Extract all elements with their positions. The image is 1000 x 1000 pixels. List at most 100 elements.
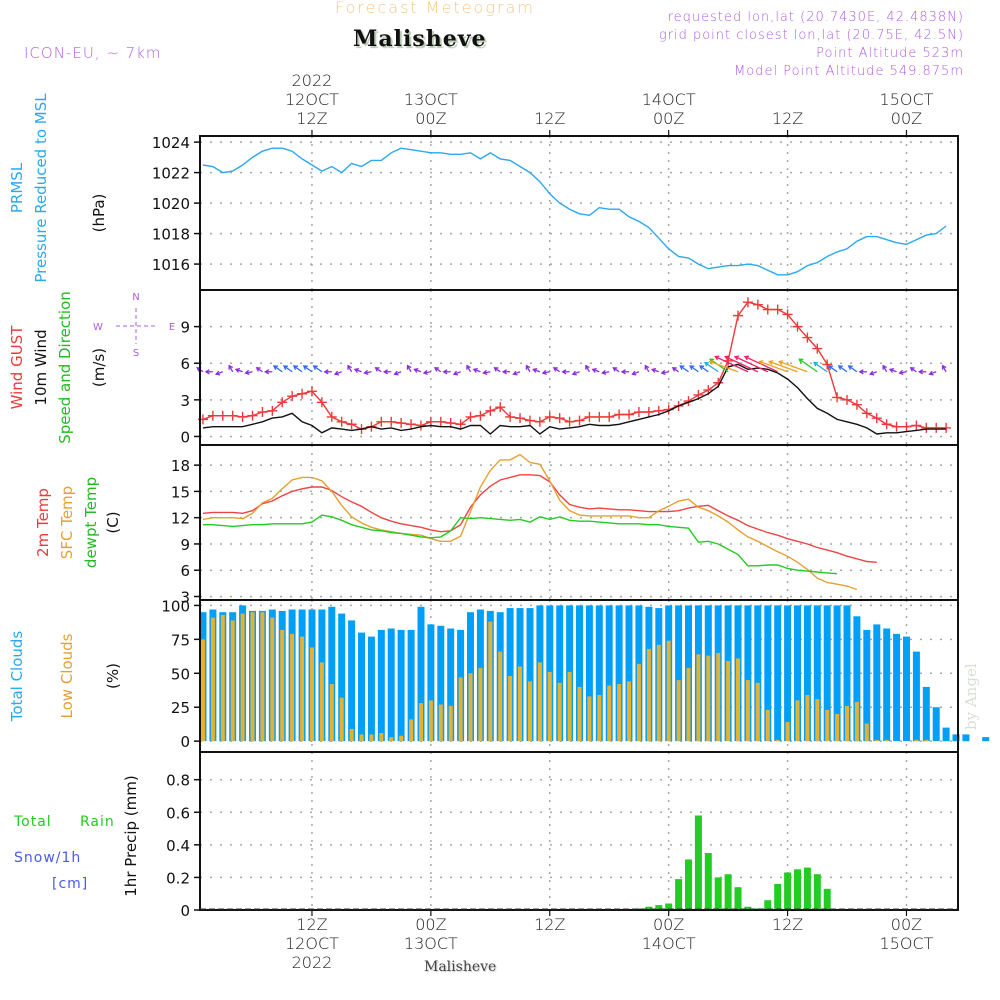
wind-arrow-head	[363, 369, 369, 376]
y-axis-label: (C)	[104, 511, 122, 533]
wind-arrow-head	[323, 369, 329, 375]
compass-s: S	[133, 348, 139, 359]
x-tick-label-top: 15OCT	[880, 90, 934, 109]
bar-total-clouds	[506, 608, 514, 742]
gust-marker	[752, 299, 763, 310]
bar-low-clouds	[210, 617, 215, 742]
compass-n: N	[132, 292, 139, 303]
gust-marker	[435, 416, 446, 427]
y-tick-label: 15	[171, 483, 190, 501]
wind-arrow-head	[601, 369, 607, 376]
bar-total-clouds	[447, 628, 455, 742]
bar-low-clouds	[557, 682, 562, 742]
gust-marker	[346, 419, 357, 430]
bar-low-clouds	[537, 662, 542, 742]
wind-arrow	[704, 362, 719, 373]
bar-total-clouds	[843, 605, 851, 742]
wind-arrow-head	[869, 370, 875, 376]
y-axis-label: Wind GUST	[8, 325, 26, 410]
wind-arrow-head	[651, 367, 657, 373]
bar-low-clouds	[924, 739, 929, 742]
bar-total-clouds	[873, 624, 881, 742]
y-tick-label: 6	[180, 562, 190, 580]
wind-arrow-head	[689, 365, 695, 370]
bar-low-clouds	[458, 677, 463, 742]
bar-total-clouds	[377, 629, 385, 742]
panel-frame	[199, 444, 959, 601]
gust-marker	[534, 416, 545, 427]
bar-total-clouds	[338, 613, 346, 742]
supertitle: Forecast Meteogram	[335, 0, 535, 17]
x-tick-label-bottom: 2022	[292, 953, 333, 972]
bar-low-clouds	[300, 636, 305, 742]
bar-low-clouds	[706, 655, 711, 742]
bar-low-clouds	[755, 682, 760, 742]
gust-marker	[207, 410, 218, 421]
wind-arrow-head	[302, 365, 308, 370]
wind-arrow-head	[353, 367, 360, 373]
bar-low-clouds	[854, 701, 859, 742]
gust-marker	[396, 418, 407, 429]
bar-total-rain	[665, 903, 673, 910]
bar-low-clouds	[419, 703, 423, 742]
bar-low-clouds	[528, 681, 532, 742]
wind-arrow-head	[382, 369, 389, 375]
y-tick-label: 100	[161, 597, 190, 615]
wind-arrow	[689, 365, 699, 373]
bar-low-clouds	[230, 620, 235, 742]
gust-marker	[544, 411, 555, 422]
y-axis-label: (%)	[104, 663, 122, 689]
wind-arrow-head	[778, 360, 784, 366]
bar-low-clouds	[874, 739, 879, 742]
gust-marker	[901, 421, 912, 432]
y-tick-label: 0	[180, 902, 190, 920]
gust-marker	[257, 407, 268, 418]
bar-total-clouds	[576, 605, 583, 742]
panel-wind: 0 3 6 9 N S W E Wind GUST 10m Wind Speed and Direc…	[8, 289, 959, 446]
bar-total-clouds	[605, 605, 613, 742]
panel-clouds: 0 25 50 75 100 Total Clouds Low Clouds (%)	[8, 597, 990, 753]
wind-arrow-head	[704, 361, 710, 367]
bar-total-rain	[645, 906, 653, 910]
y-tick-label: 50	[171, 665, 190, 683]
gust-marker	[762, 304, 773, 315]
y-axis-label: (m/s)	[90, 348, 108, 387]
gust-marker	[326, 411, 337, 422]
gust-marker	[643, 407, 654, 418]
bar-total-rain	[803, 867, 811, 910]
model-label: ICON-EU, ~ 7km	[24, 44, 162, 62]
bar-total-rain	[675, 879, 683, 910]
bar-low-clouds	[270, 617, 275, 742]
bar-total-clouds	[774, 605, 782, 742]
gust-marker	[584, 411, 595, 422]
wind-arrow-head	[898, 369, 904, 376]
y-tick-label: 18	[171, 457, 190, 475]
wind-arrow-head	[347, 364, 352, 370]
bar-low-clouds	[607, 685, 612, 742]
wind-arrow	[293, 365, 303, 373]
bar-total-clouds	[952, 734, 960, 742]
gust-marker	[564, 416, 575, 427]
bar-total-clouds	[367, 636, 375, 742]
x-tick-label-top: 00Z	[891, 109, 922, 128]
gust-marker	[911, 420, 922, 431]
panel-precipitation: 0 0.2 0.4 0.6 0.8 Total Rain Snow/1h [cm] 1hr Pre…	[13, 751, 959, 920]
x-tick-label-top: 00Z	[653, 109, 684, 128]
bar-low-clouds	[845, 705, 849, 742]
gust-marker	[406, 419, 417, 430]
gust-marker	[465, 411, 476, 422]
gust-marker	[881, 419, 892, 430]
wind-arrow-head	[941, 364, 947, 370]
wind-arrow-head	[541, 369, 547, 376]
wind-arrow-head	[612, 367, 618, 372]
wind-arrow-head	[585, 364, 590, 370]
wind-arrow-head	[204, 369, 210, 375]
bar-low-clouds	[726, 661, 731, 742]
gust-marker	[921, 422, 932, 433]
wind-arrow	[283, 365, 293, 373]
wind-arrow-head	[827, 365, 833, 370]
bar-low-clouds	[448, 705, 453, 742]
wind-arrow-head	[532, 367, 538, 373]
x-tick-label-bottom: 00Z	[891, 915, 922, 934]
wind-arrow	[709, 360, 739, 373]
